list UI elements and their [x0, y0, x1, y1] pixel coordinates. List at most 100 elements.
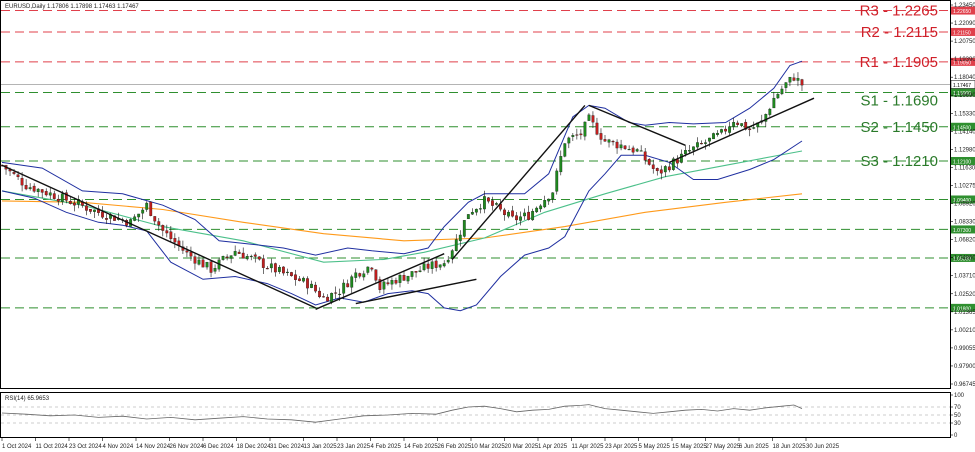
candle-body	[169, 231, 173, 240]
trendline	[588, 104, 686, 146]
candle-body	[233, 251, 237, 256]
candle-body	[430, 261, 434, 269]
support-tag	[951, 195, 975, 204]
x-tick-label: 15 May 2025	[672, 444, 707, 450]
candle-body	[414, 271, 418, 273]
candle-body	[720, 129, 723, 133]
x-tick-label: 4 Nov 2024	[103, 444, 134, 450]
y-tick-label: 1.10275	[954, 183, 975, 189]
candle-body	[261, 258, 265, 268]
candle-body	[294, 274, 297, 280]
x-tick-label: 26 Nov 2024	[170, 444, 205, 450]
candle-body	[64, 192, 68, 201]
candle-body	[663, 166, 667, 173]
price-axis: 1.22650 1.21150 1.19050 1.16900 1.14500 1.121…	[950, 3, 975, 388]
y-tick-label: 1.08920	[954, 202, 975, 208]
y-tick-label: 1.00210	[954, 328, 975, 334]
candle-body	[712, 133, 715, 140]
trendline	[315, 253, 445, 310]
candle-body	[386, 282, 390, 285]
resistance-tag-label: 1.21150	[953, 30, 971, 36]
candle-body	[752, 127, 756, 129]
y-tick-label: 0.97900	[954, 364, 975, 370]
candle-body	[708, 137, 711, 142]
y-tick-label: 1.06820	[954, 238, 975, 244]
candle-body	[635, 149, 639, 152]
candle-body	[374, 269, 378, 281]
candle-body	[643, 151, 647, 161]
candle-body	[599, 133, 603, 140]
candle-body	[269, 263, 273, 269]
support-tag	[951, 253, 975, 262]
support-label: S1 - 1.1690	[860, 93, 938, 110]
bollinger-lower-line	[1, 140, 803, 312]
x-tick-label: 31 Dec 2024	[270, 444, 305, 450]
x-tick-label: 6 Jun 2025	[739, 444, 769, 450]
candle-body	[567, 137, 571, 144]
candle-body	[491, 200, 494, 206]
candle-body	[507, 211, 510, 217]
candle-body	[728, 126, 732, 133]
candle-body	[559, 156, 563, 173]
candle-body	[487, 197, 490, 202]
candle-body	[322, 296, 325, 298]
y-tick-label: 1.02520	[954, 292, 975, 298]
candle-body	[547, 198, 551, 202]
candle-body	[539, 205, 543, 210]
y-tick-label: 1.18040	[954, 75, 975, 81]
candle-body	[402, 275, 406, 281]
candle-body	[149, 201, 153, 216]
candle-body	[511, 210, 514, 217]
candle-body	[519, 216, 522, 221]
candle-body	[28, 187, 32, 190]
y-tick-label: 1.23450	[954, 3, 975, 9]
candle-body	[692, 146, 695, 151]
x-tick-label: 23 Apr 2025	[605, 444, 638, 450]
trendline	[1, 164, 316, 309]
candle-body	[249, 255, 253, 258]
x-tick-label: 27 May 2025	[706, 444, 741, 450]
candle-body	[627, 149, 631, 151]
rsi-tick-label: 30	[954, 421, 961, 427]
x-tick-label: 14 Feb 2025	[404, 444, 438, 450]
candle-body	[535, 207, 539, 213]
x-tick-label: 14 Nov 2024	[136, 444, 171, 450]
resistance-tag-label: 1.19050	[953, 60, 971, 66]
candle-body	[72, 202, 76, 206]
trendlines	[1, 97, 815, 310]
candle-body	[12, 172, 16, 174]
x-tick-label: 1 Apr 2025	[538, 444, 568, 450]
candle-body	[282, 266, 285, 274]
candle-body	[679, 153, 683, 163]
candle-body	[615, 141, 619, 149]
candle-body	[418, 270, 422, 273]
candle-body	[655, 168, 659, 172]
candle-body	[732, 122, 736, 127]
rsi-tick-label: 100	[954, 393, 965, 399]
chart-header: EURUSD,Daily 1.17806 1.17898 1.17463 1.1…	[5, 4, 139, 10]
candle-body	[483, 196, 486, 210]
x-tick-label: 1 Oct 2024	[2, 444, 32, 450]
candle-body	[382, 281, 386, 290]
rsi-line	[1, 404, 803, 423]
candle-body	[631, 147, 635, 153]
candle-body	[788, 76, 792, 83]
level-labels: R3 - 1.2265 R2 - 1.2115 R1 - 1.1905 S1 - 1.…	[860, 3, 938, 170]
candle-body	[137, 213, 141, 218]
candle-body	[446, 259, 450, 263]
rsi-indicator: 100 70 50 30 0	[1, 393, 965, 439]
candle-body	[330, 292, 334, 303]
resistance-tag	[951, 57, 975, 66]
last-price-tag-label: 1.17467	[953, 83, 971, 89]
candle-body	[442, 263, 446, 267]
candle-body	[406, 275, 410, 282]
support-tag	[951, 122, 975, 131]
candle-body	[161, 225, 165, 231]
candle-body	[623, 145, 627, 149]
candle-body	[93, 209, 96, 212]
candle-body	[466, 214, 470, 220]
candle-body	[193, 256, 197, 264]
y-tick-label: 1.20750	[954, 39, 975, 45]
x-tick-label: 6 Dec 2024	[203, 444, 234, 450]
